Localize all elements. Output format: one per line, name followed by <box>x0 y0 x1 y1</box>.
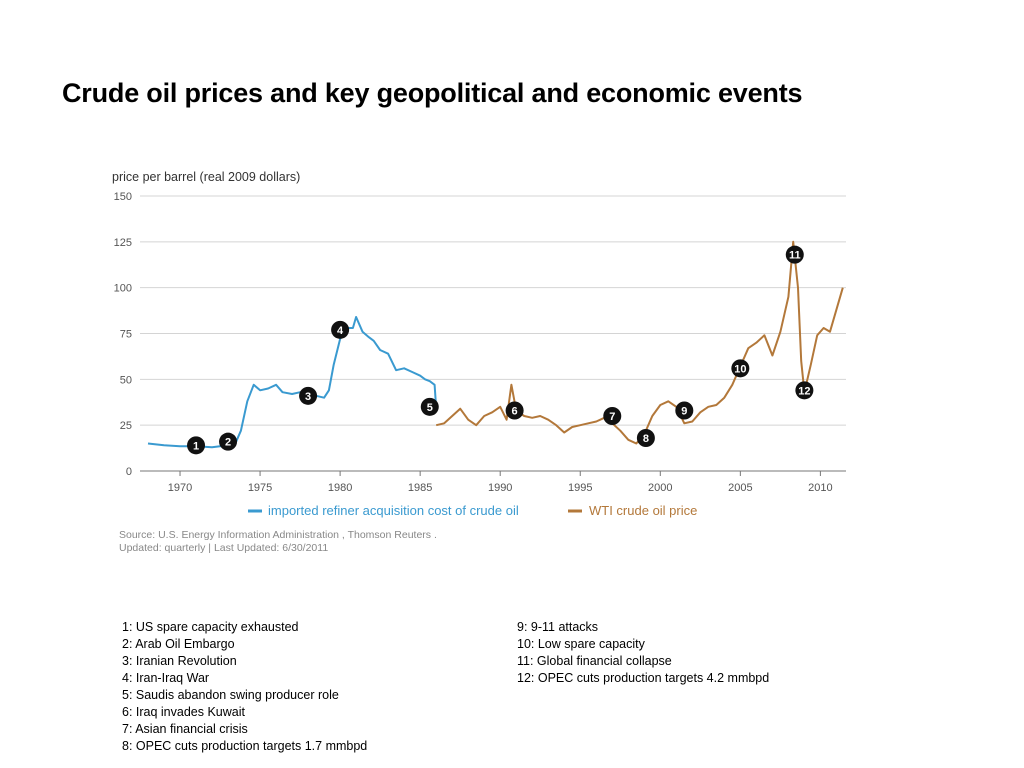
y-tick-label: 150 <box>114 191 132 203</box>
event-marker-7: 7 <box>603 407 622 425</box>
event-marker-label: 11 <box>789 250 801 262</box>
x-tick-label: 1985 <box>408 482 432 494</box>
event-list-item: 4: Iran-Iraq War <box>122 671 210 685</box>
event-list-item: 2: Arab Oil Embargo <box>122 637 235 651</box>
event-marker-label: 4 <box>337 325 344 337</box>
event-marker-circle <box>299 386 318 405</box>
legend-label-imported: imported refiner acquisition cost of cru… <box>268 503 519 518</box>
event-marker-10: 10 <box>731 359 750 378</box>
event-list-item: 7: Asian financial crisis <box>122 722 248 736</box>
event-marker-11: 11 <box>785 245 804 264</box>
updated-note: Updated: quarterly | Last Updated: 6/30/… <box>119 542 328 554</box>
event-marker-circle <box>795 381 814 400</box>
event-marker-circle <box>219 432 238 451</box>
event-marker-label: 8 <box>643 433 649 445</box>
event-list-item: 9: 9-11 attacks <box>517 620 599 634</box>
x-tick-label: 2005 <box>728 482 752 494</box>
x-tick-label: 2010 <box>808 482 832 494</box>
event-list-item: 6: Iraq invades Kuwait <box>122 705 245 719</box>
event-marker-label: 9 <box>681 406 687 418</box>
event-list-item: 3: Iranian Revolution <box>122 654 237 668</box>
event-list-item: 1: US spare capacity exhausted <box>122 620 299 634</box>
y-tick-label: 50 <box>120 374 132 386</box>
event-marker-circle <box>420 397 439 416</box>
y-tick-label: 0 <box>126 466 132 478</box>
x-tick-label: 2000 <box>648 482 672 494</box>
x-tick-label: 1975 <box>248 482 272 494</box>
x-tick-label: 1980 <box>328 482 352 494</box>
event-marker-1: 1 <box>187 436 206 455</box>
series-line-wti <box>435 240 844 445</box>
event-marker-label: 1 <box>193 440 199 452</box>
event-list-item: 5: Saudis abandon swing producer role <box>122 688 339 702</box>
x-tick-labels: 1970 1975 1980 1985 1990 1995 2000 2005 2010 <box>168 471 833 494</box>
event-marker-circle <box>603 407 622 425</box>
series-line-imported <box>147 316 438 449</box>
event-marker-label: 10 <box>734 363 746 375</box>
event-marker-circle <box>636 429 655 447</box>
x-tick-label: 1990 <box>488 482 512 494</box>
event-marker-circle <box>675 401 694 420</box>
event-marker-label: 5 <box>427 402 433 414</box>
slide-title: Crude oil prices and key geopolitical an… <box>62 78 803 108</box>
event-marker-circle <box>331 320 350 339</box>
event-marker-label: 7 <box>609 411 615 423</box>
event-marker-circle <box>731 359 750 378</box>
event-marker-2: 2 <box>219 432 238 451</box>
event-marker-8: 8 <box>636 429 655 447</box>
event-list-left: 1: US spare capacity exhausted 2: Arab Oi… <box>122 619 367 755</box>
event-marker-3: 3 <box>299 386 318 405</box>
event-list-item: 11: Global financial collapse <box>517 654 672 668</box>
event-marker-label: 6 <box>512 406 518 418</box>
event-marker-5: 5 <box>420 397 439 416</box>
event-list-item: 8: OPEC cuts production targets 1.7 mmbp… <box>122 739 368 753</box>
series-lines <box>147 240 844 449</box>
event-marker-label: 2 <box>225 437 231 449</box>
oil-price-chart: price per barrel (real 2009 dollars) 025… <box>112 170 846 554</box>
y-tick-label: 125 <box>114 237 132 249</box>
event-list-right: 9: 9-11 attacks 10: Low spare capacity 11:… <box>517 619 769 687</box>
event-marker-circle <box>785 245 804 264</box>
event-list-item: 12: OPEC cuts production targets 4.2 mmb… <box>517 671 770 685</box>
event-list-item: 10: Low spare capacity <box>517 637 645 651</box>
y-tick-label: 75 <box>120 329 132 341</box>
event-marker-label: 12 <box>798 385 810 397</box>
y-tick-label: 100 <box>114 283 132 295</box>
event-marker-4: 4 <box>331 320 350 339</box>
x-tick-label: 1970 <box>168 482 192 494</box>
source-note: Source: U.S. Energy Information Administ… <box>119 529 437 541</box>
y-tick-labels: 0 25 50 75 100 125 150 <box>114 191 132 478</box>
y-tick-label: 25 <box>120 420 132 432</box>
x-tick-label: 1995 <box>568 482 592 494</box>
legend: imported refiner acquisition cost of cru… <box>248 503 697 518</box>
event-marker-9: 9 <box>675 401 694 420</box>
event-marker-circle <box>505 401 524 420</box>
event-marker-12: 12 <box>795 381 814 400</box>
event-marker-circle <box>187 436 206 455</box>
event-marker-6: 6 <box>505 401 524 420</box>
y-unit-label: price per barrel (real 2009 dollars) <box>112 170 300 184</box>
event-marker-label: 3 <box>305 391 311 403</box>
legend-label-wti: WTI crude oil price <box>589 503 697 518</box>
grid-lines <box>140 195 846 472</box>
